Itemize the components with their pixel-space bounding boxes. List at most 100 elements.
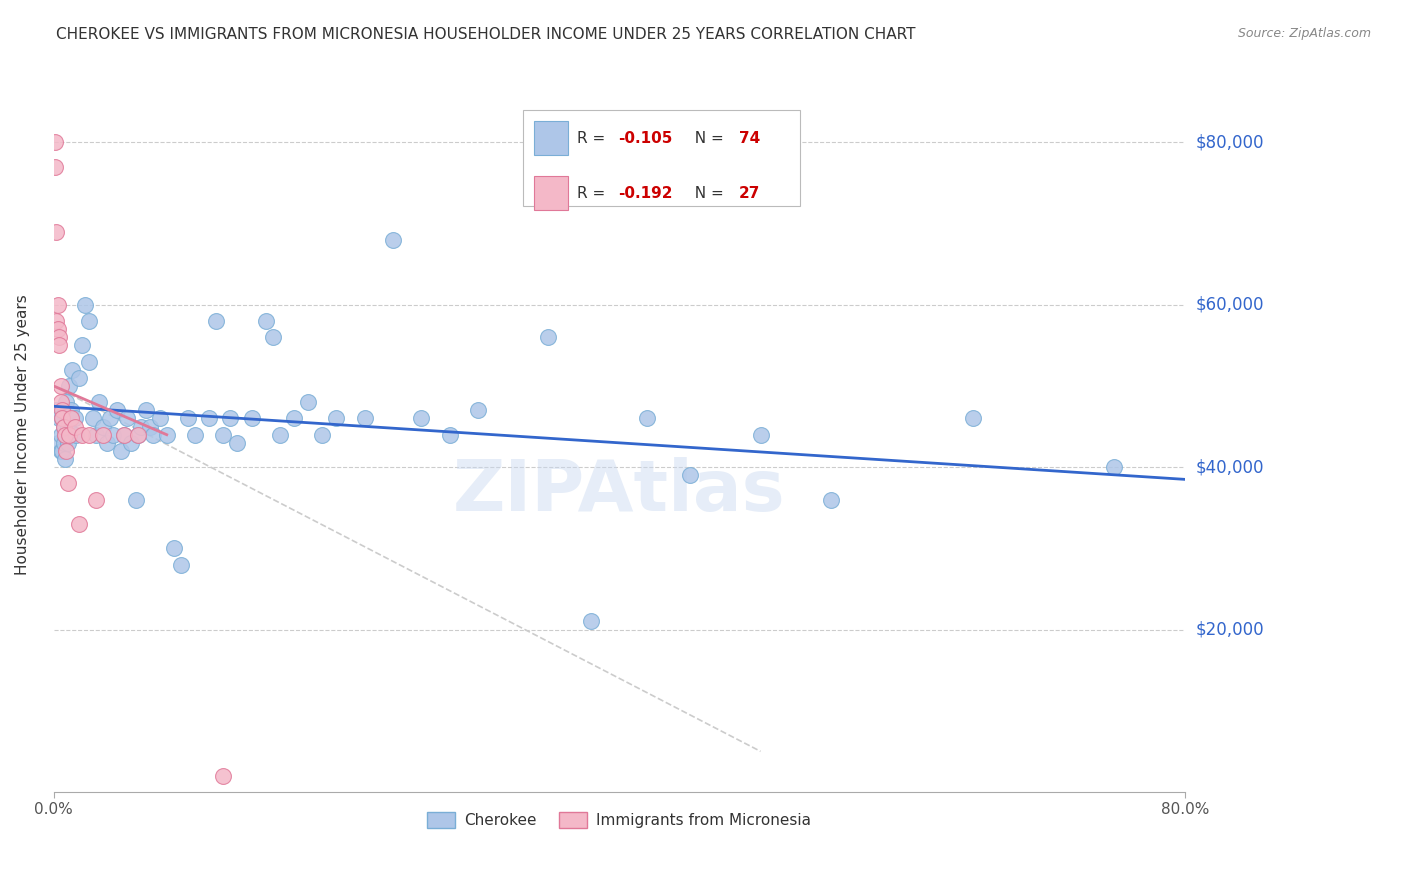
Point bbox=[82, 411, 104, 425]
Point bbox=[67, 516, 90, 531]
Point bbox=[139, 419, 162, 434]
Text: R =: R = bbox=[578, 130, 610, 145]
Point bbox=[283, 411, 305, 425]
Point bbox=[353, 411, 375, 425]
Point bbox=[45, 403, 67, 417]
Point bbox=[44, 160, 66, 174]
Point bbox=[53, 427, 76, 442]
Point bbox=[105, 403, 128, 417]
Point bbox=[156, 427, 179, 442]
Point bbox=[101, 427, 124, 442]
Point bbox=[212, 427, 235, 442]
Point bbox=[467, 403, 489, 417]
Point bbox=[49, 379, 72, 393]
Point bbox=[325, 411, 347, 425]
Text: ZIPAtlas: ZIPAtlas bbox=[453, 458, 786, 526]
Point bbox=[170, 558, 193, 572]
Point bbox=[91, 427, 114, 442]
Bar bbox=[534, 121, 568, 155]
Point bbox=[112, 427, 135, 442]
Point bbox=[820, 492, 842, 507]
Point bbox=[46, 298, 69, 312]
Point bbox=[198, 411, 221, 425]
Point bbox=[98, 411, 121, 425]
Point bbox=[55, 444, 77, 458]
Point bbox=[49, 427, 72, 442]
Point bbox=[411, 411, 433, 425]
Point bbox=[46, 435, 69, 450]
Point bbox=[56, 419, 79, 434]
Point bbox=[56, 476, 79, 491]
Point bbox=[48, 330, 70, 344]
Point bbox=[58, 379, 80, 393]
Point bbox=[44, 136, 66, 150]
Point bbox=[1102, 460, 1125, 475]
Y-axis label: Householder Income Under 25 years: Householder Income Under 25 years bbox=[15, 294, 30, 575]
Point bbox=[112, 427, 135, 442]
Text: $20,000: $20,000 bbox=[1197, 621, 1264, 639]
Point bbox=[240, 411, 263, 425]
Point bbox=[84, 427, 107, 442]
Point bbox=[297, 395, 319, 409]
Point bbox=[77, 354, 100, 368]
Point bbox=[311, 427, 333, 442]
Point bbox=[45, 314, 67, 328]
Point bbox=[53, 427, 76, 442]
Point bbox=[58, 427, 80, 442]
Point bbox=[579, 615, 602, 629]
Point bbox=[254, 314, 277, 328]
Text: -0.105: -0.105 bbox=[619, 130, 672, 145]
Point bbox=[129, 419, 152, 434]
Text: 74: 74 bbox=[740, 130, 761, 145]
Point bbox=[53, 452, 76, 467]
Point bbox=[73, 298, 96, 312]
Point bbox=[49, 444, 72, 458]
Point bbox=[124, 492, 146, 507]
Point bbox=[56, 435, 79, 450]
Point bbox=[262, 330, 284, 344]
Point bbox=[962, 411, 984, 425]
Point bbox=[110, 444, 132, 458]
Point bbox=[226, 435, 249, 450]
Legend: Cherokee, Immigrants from Micronesia: Cherokee, Immigrants from Micronesia bbox=[422, 806, 817, 834]
Point bbox=[59, 411, 82, 425]
Point bbox=[60, 363, 83, 377]
Point bbox=[46, 322, 69, 336]
FancyBboxPatch shape bbox=[523, 110, 800, 206]
Point bbox=[115, 411, 138, 425]
Point bbox=[51, 411, 73, 425]
Text: $40,000: $40,000 bbox=[1197, 458, 1264, 476]
Text: R =: R = bbox=[578, 186, 610, 201]
Point bbox=[77, 427, 100, 442]
Point bbox=[51, 444, 73, 458]
Point bbox=[636, 411, 658, 425]
Text: N =: N = bbox=[685, 186, 728, 201]
Point bbox=[67, 371, 90, 385]
Point bbox=[679, 468, 702, 483]
Point bbox=[381, 233, 404, 247]
Text: -0.192: -0.192 bbox=[619, 186, 672, 201]
Point bbox=[91, 419, 114, 434]
Point bbox=[127, 427, 149, 442]
Point bbox=[96, 435, 118, 450]
Point bbox=[537, 330, 560, 344]
Point bbox=[45, 225, 67, 239]
Point bbox=[439, 427, 461, 442]
Point bbox=[149, 411, 172, 425]
Text: CHEROKEE VS IMMIGRANTS FROM MICRONESIA HOUSEHOLDER INCOME UNDER 25 YEARS CORRELA: CHEROKEE VS IMMIGRANTS FROM MICRONESIA H… bbox=[56, 27, 915, 42]
Point bbox=[51, 403, 73, 417]
Point bbox=[87, 395, 110, 409]
Point bbox=[212, 769, 235, 783]
Point bbox=[49, 395, 72, 409]
Point bbox=[134, 403, 156, 417]
Point bbox=[163, 541, 186, 556]
Point bbox=[749, 427, 772, 442]
Point bbox=[65, 427, 87, 442]
Point bbox=[52, 419, 75, 434]
Point bbox=[142, 427, 165, 442]
Point bbox=[52, 419, 75, 434]
Point bbox=[63, 411, 86, 425]
Text: $60,000: $60,000 bbox=[1197, 296, 1264, 314]
Point bbox=[70, 338, 93, 352]
Text: $80,000: $80,000 bbox=[1197, 134, 1264, 152]
